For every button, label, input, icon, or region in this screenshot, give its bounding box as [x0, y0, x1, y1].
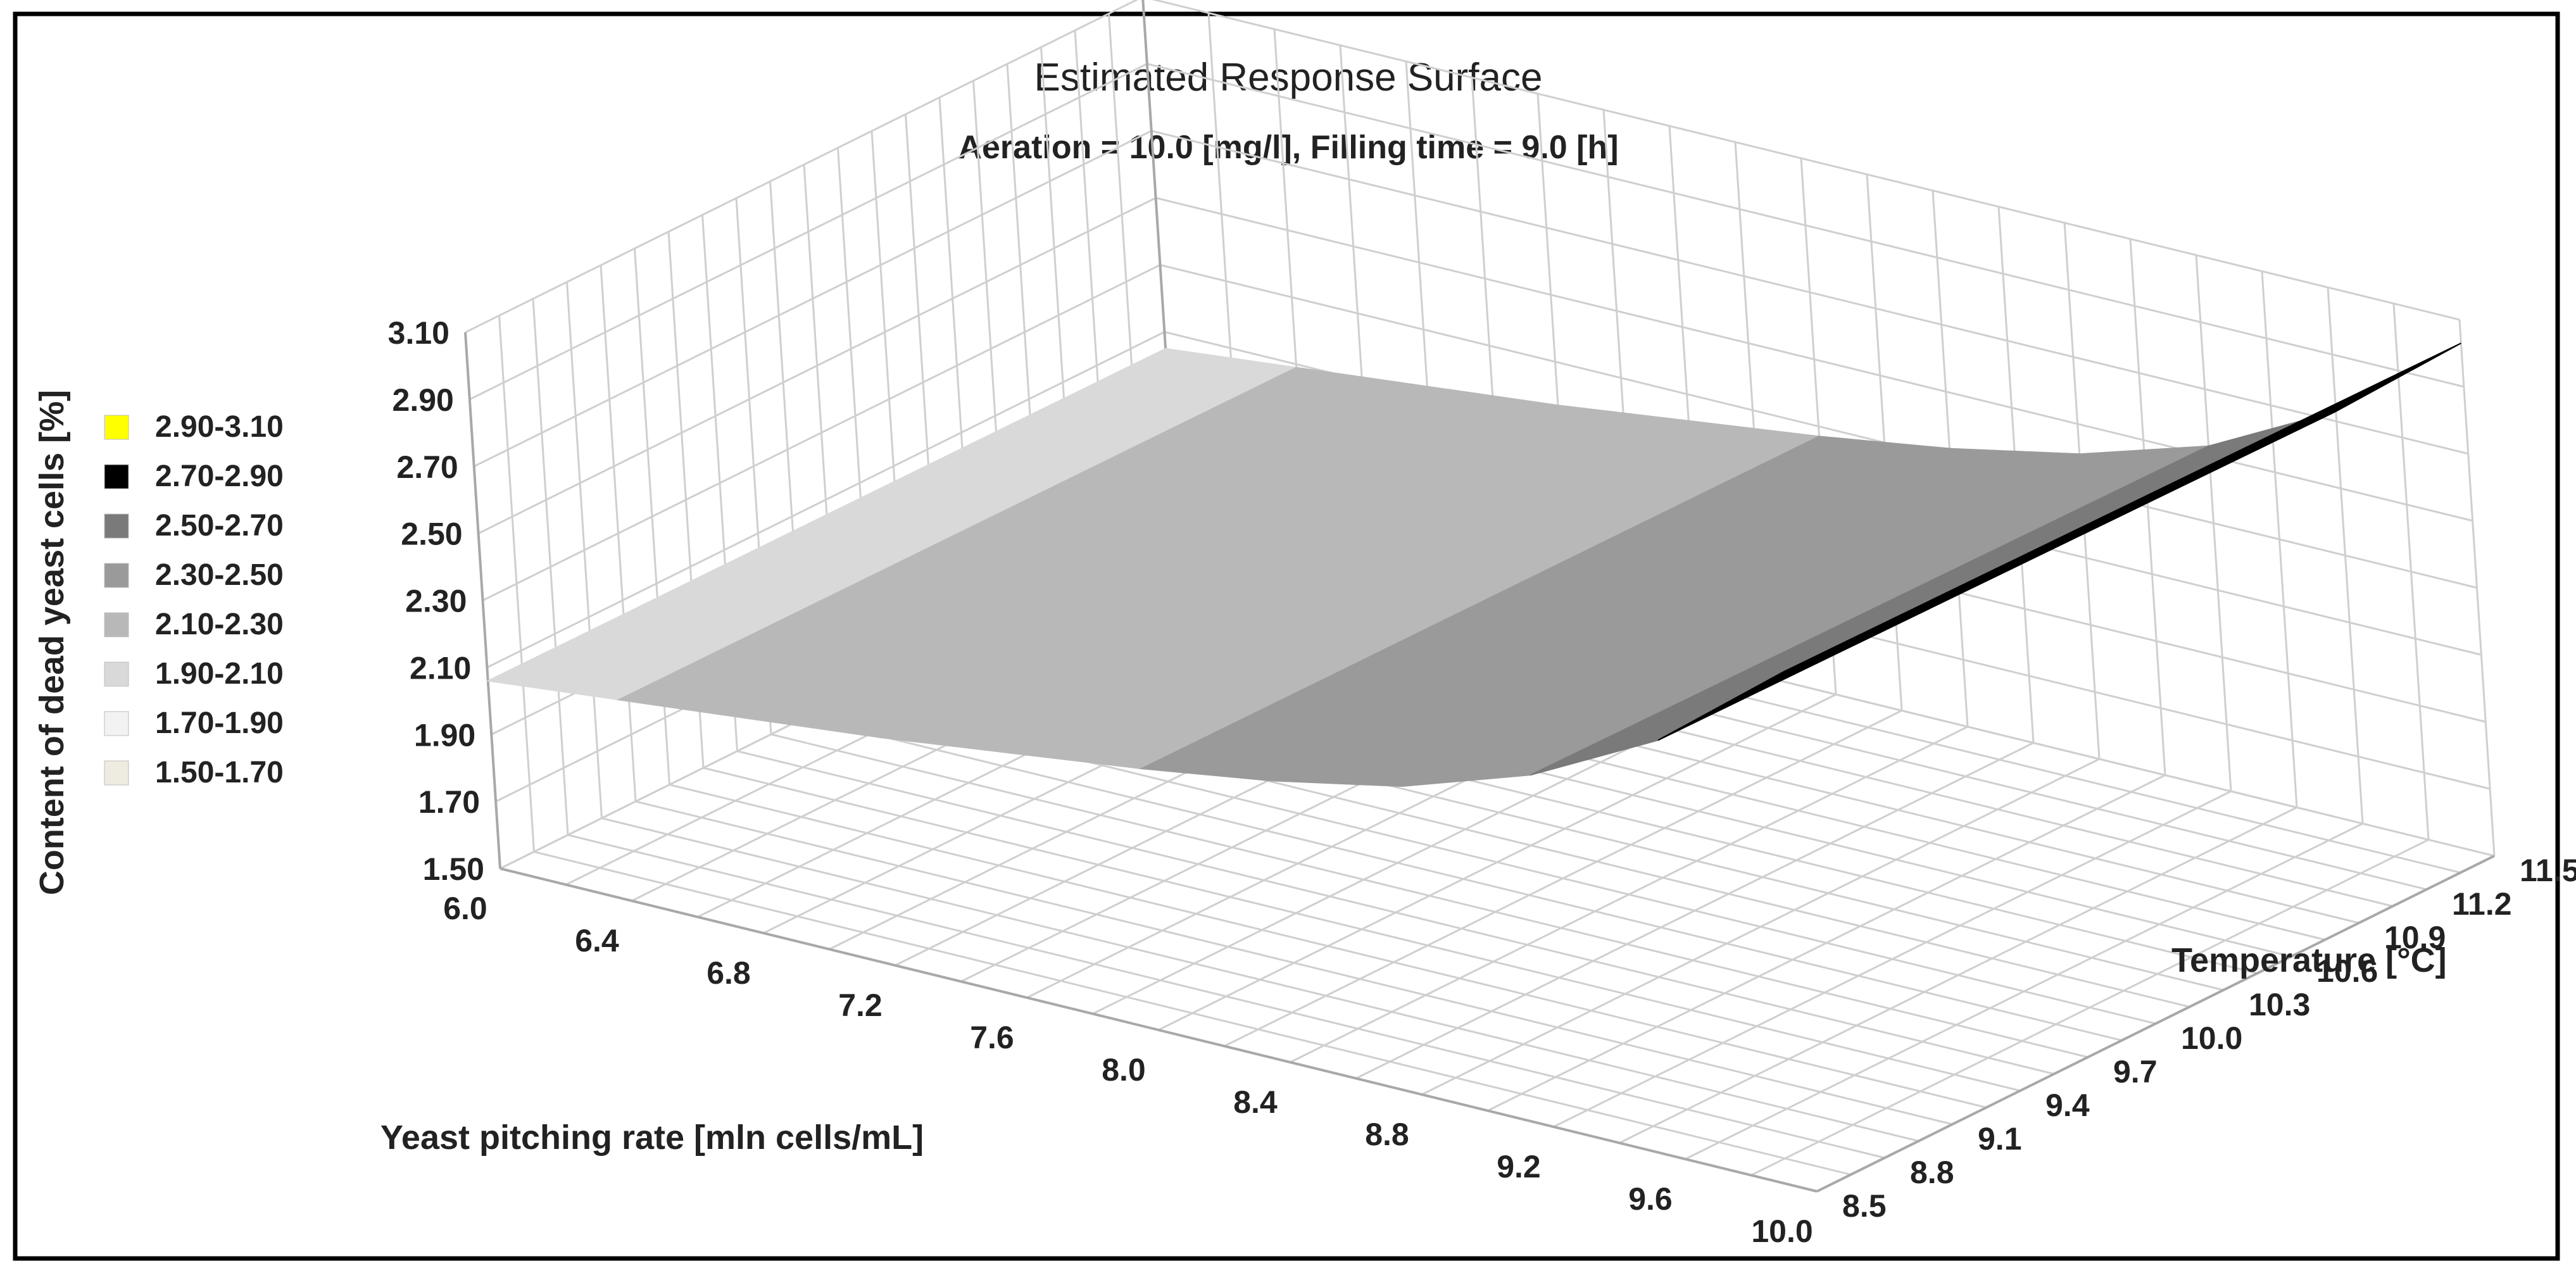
back-wall-gridline-horizontal	[1160, 264, 2477, 589]
y-tick-label: 9.4	[2045, 1088, 2090, 1123]
z-tick-label: 2.70	[396, 449, 458, 485]
legend-swatch	[104, 513, 129, 539]
x-tick-label: 7.2	[838, 988, 883, 1023]
legend-swatch	[104, 662, 129, 687]
z-tick-label: 3.10	[388, 315, 449, 351]
back-wall-gridline-horizontal	[1147, 63, 2465, 388]
x-tick-label: 8.4	[1233, 1084, 1278, 1120]
side-wall-gridline-horizontal	[469, 63, 1148, 401]
z-tick-label: 2.50	[401, 517, 462, 552]
surface-patch	[1657, 342, 2461, 741]
z-tick-label: 1.70	[418, 784, 480, 820]
z-tick-label: 2.90	[393, 382, 454, 418]
legend-label: 1.50-1.70	[155, 756, 284, 789]
x-tick-label: 6.0	[443, 891, 487, 926]
side-wall-gridline-horizontal	[474, 130, 1152, 468]
z-axis-line	[464, 332, 501, 869]
x-tick-label: 6.8	[707, 955, 751, 991]
z-tick-label: 1.50	[423, 851, 484, 887]
y-tick-label: 8.5	[1842, 1188, 1887, 1224]
legend: 2.90-3.10 2.70-2.90 2.50-2.70 2.30-2.50 2.10…	[104, 410, 284, 789]
legend-label: 2.50-2.70	[155, 509, 284, 543]
side-wall-gridline-horizontal	[465, 0, 1139, 334]
legend-swatch	[104, 711, 129, 736]
x-tick-label: 9.2	[1497, 1149, 1541, 1184]
x-tick-label: 10.0	[1751, 1214, 1813, 1249]
y-tick-label: 9.7	[2113, 1054, 2158, 1089]
y-axis-line	[1816, 855, 2495, 1193]
chart-title: Estimated Response Surface	[1034, 56, 1543, 99]
legend-label: 2.10-2.30	[155, 608, 284, 641]
y-tick-label: 11.2	[2452, 886, 2512, 922]
legend-swatch	[104, 612, 129, 637]
back-wall-gridline-horizontal	[1151, 130, 2469, 455]
y-tick-label: 10.9	[2384, 920, 2446, 955]
y-tick-label: 10.0	[2181, 1020, 2242, 1056]
floor-gridline-x	[1355, 742, 2034, 1079]
floor-gridline-x	[1750, 839, 2429, 1176]
y-axis-label: Temperature [°C]	[2171, 941, 2447, 979]
legend-swatch	[104, 464, 129, 489]
floor-gridline-x	[1421, 758, 2100, 1096]
legend-label: 1.70-1.90	[155, 706, 284, 740]
z-axis-label: Content of dead yeast cells [%]	[33, 390, 71, 895]
back-wall-gridline-horizontal	[1155, 197, 2473, 522]
floor-gridline-x	[1224, 710, 1902, 1047]
x-tick-label: 7.6	[970, 1020, 1014, 1055]
z-tick-label: 1.90	[414, 717, 475, 753]
y-tick-label: 8.8	[1910, 1155, 1954, 1190]
side-wall-gridline-horizontal	[477, 197, 1157, 534]
chart-subtitle: Aeration = 10.0 [mg/l], Filling time = 9…	[958, 129, 1618, 166]
floor-gridline-x	[1553, 790, 2232, 1128]
surface-layer	[486, 342, 2461, 787]
x-tick-label: 9.6	[1628, 1181, 1673, 1217]
y-tick-label: 10.6	[2316, 953, 2378, 989]
floor-gridline-x	[1290, 725, 1968, 1064]
y-tick-label: 9.1	[1978, 1121, 2022, 1157]
back-wall-gridline-horizontal	[1152, 0, 2460, 321]
z-tick-label: 2.30	[405, 584, 467, 619]
side-wall-gridline-horizontal	[486, 331, 1165, 668]
floor-gridline-x	[1685, 822, 2363, 1160]
legend-label: 2.70-2.90	[155, 460, 284, 493]
x-tick-label: 8.0	[1102, 1052, 1146, 1088]
x-axis-line	[499, 867, 1818, 1193]
legend-label: 2.90-3.10	[155, 410, 284, 444]
legend-swatch	[104, 415, 129, 440]
y-tick-label: 10.3	[2249, 987, 2310, 1022]
legend-swatch	[104, 760, 129, 786]
x-tick-label: 8.8	[1365, 1117, 1409, 1152]
floor-gridline-x	[1619, 806, 2297, 1144]
x-axis-label: Yeast pitching rate [mln cells/mL]	[380, 1119, 924, 1157]
legend-label: 2.30-2.50	[155, 558, 284, 592]
legend-swatch	[104, 563, 129, 588]
floor-gridline-x	[1487, 774, 2166, 1112]
z-tick-label: 2.10	[410, 650, 471, 686]
x-tick-label: 6.4	[575, 923, 619, 958]
y-tick-label: 11.5	[2520, 853, 2576, 888]
legend-label: 1.90-2.10	[155, 657, 284, 691]
tick-layer: 1.50 1.70 1.90 2.10 2.30 2.50 2.70 2.90 3.10 6.0 6…	[388, 315, 2576, 1249]
side-wall-gridline-horizontal	[482, 264, 1161, 601]
